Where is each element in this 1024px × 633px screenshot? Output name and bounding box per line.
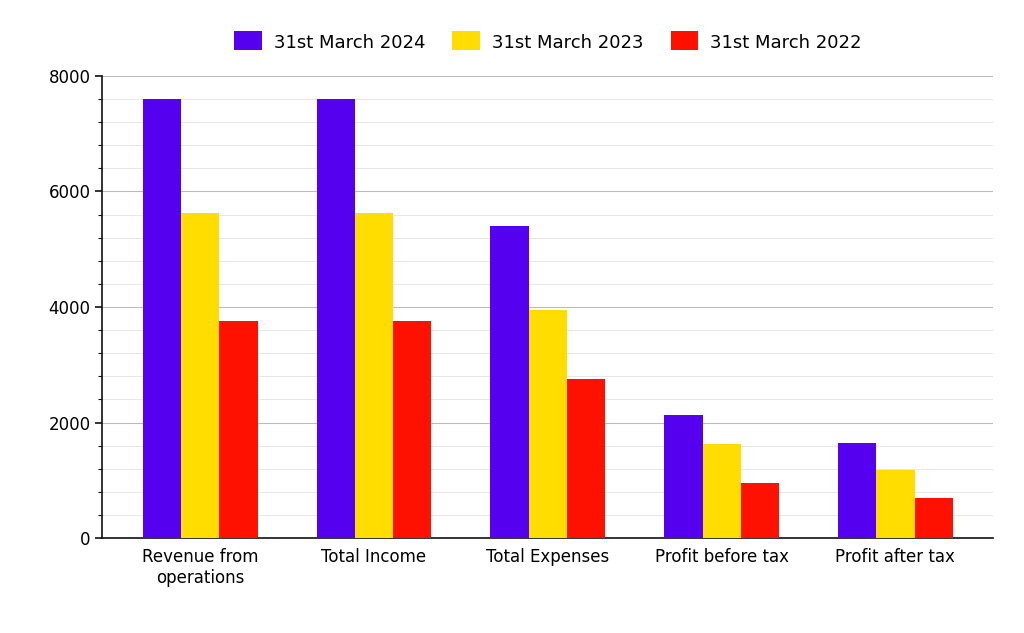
Bar: [393, 322, 431, 538]
Bar: [528, 310, 567, 538]
Bar: [838, 442, 877, 538]
Bar: [914, 498, 952, 538]
Bar: [143, 99, 181, 538]
Bar: [181, 213, 219, 538]
Bar: [219, 322, 258, 538]
Bar: [702, 444, 740, 538]
Bar: [740, 483, 779, 538]
Legend: 31st March 2024, 31st March 2023, 31st March 2022: 31st March 2024, 31st March 2023, 31st M…: [225, 25, 870, 61]
Bar: [316, 99, 355, 538]
Bar: [877, 470, 914, 538]
Bar: [665, 415, 702, 538]
Bar: [355, 213, 393, 538]
Bar: [567, 379, 605, 538]
Bar: [490, 226, 528, 538]
